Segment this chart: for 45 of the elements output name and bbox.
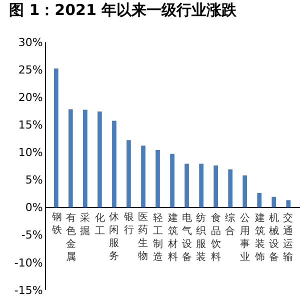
x-tick-label: 有色金属 bbox=[66, 212, 76, 263]
bar bbox=[54, 68, 58, 208]
bar bbox=[228, 169, 233, 208]
x-tick-label: 银行 bbox=[123, 212, 134, 236]
chart-title: 图 1：2021 年以来一级行业涨跌 bbox=[9, 1, 238, 19]
bar bbox=[170, 154, 174, 208]
bar bbox=[156, 150, 160, 208]
x-tick-label: 钢铁 bbox=[51, 212, 62, 236]
bar bbox=[83, 110, 88, 208]
bar bbox=[126, 140, 131, 208]
x-tick-label: 纺织服装 bbox=[196, 212, 206, 263]
x-tick-label: 休闲服务 bbox=[109, 212, 119, 262]
bar bbox=[257, 193, 262, 208]
x-tick-label: 公用事业 bbox=[240, 212, 250, 263]
bar bbox=[272, 196, 276, 208]
y-tick-label: 5% bbox=[25, 174, 43, 187]
y-tick-label: -15% bbox=[14, 284, 43, 297]
x-tick-label: 化工 bbox=[95, 212, 105, 237]
y-tick-label: 0% bbox=[25, 201, 43, 214]
bar bbox=[98, 111, 102, 208]
x-tick-label: 轻工制造 bbox=[153, 212, 163, 263]
bar bbox=[112, 120, 116, 208]
y-tick-label: 25% bbox=[18, 63, 43, 76]
y-tick-label: -5% bbox=[21, 228, 43, 242]
bar bbox=[286, 200, 291, 208]
x-tick-label: 采掘 bbox=[80, 212, 90, 237]
x-tick-label: 综合 bbox=[225, 212, 235, 237]
x-tick-label: 机械设备 bbox=[269, 212, 279, 263]
x-tick-label: 医药生物 bbox=[138, 212, 148, 262]
bar bbox=[68, 109, 73, 208]
bar bbox=[184, 164, 189, 208]
y-tick-label: 10% bbox=[18, 146, 43, 160]
bar bbox=[199, 164, 204, 208]
y-tick-label: 15% bbox=[18, 118, 43, 132]
y-tick-label: 20% bbox=[18, 90, 43, 104]
y-tick-label: 30% bbox=[18, 36, 43, 49]
bar bbox=[214, 165, 218, 208]
x-tick-label: 食品饮料 bbox=[210, 212, 221, 263]
bar bbox=[242, 175, 248, 208]
x-tick-label: 建筑装饰 bbox=[254, 212, 265, 263]
x-tick-label: 交通运输 bbox=[283, 212, 293, 263]
bar bbox=[141, 146, 146, 208]
x-tick-label: 建筑材料 bbox=[167, 212, 178, 263]
x-tick-label: 电气设备 bbox=[182, 212, 192, 263]
y-tick-label: -10% bbox=[14, 256, 43, 270]
